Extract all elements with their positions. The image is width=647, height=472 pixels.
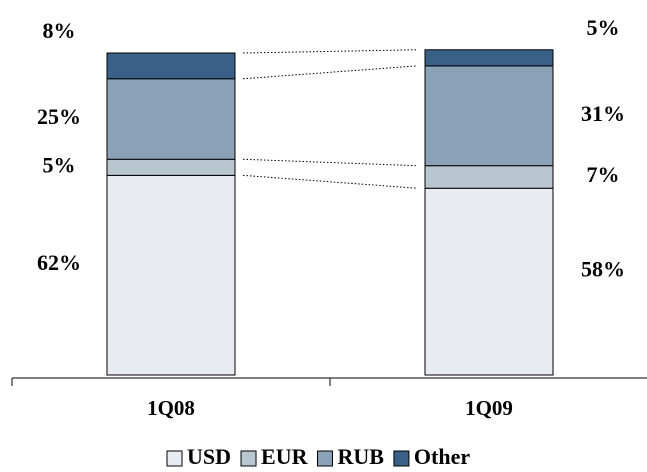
connector (242, 65, 418, 80)
bar-segment (424, 49, 554, 67)
legend-label: RUB (337, 444, 384, 469)
value-label: 8% (43, 18, 76, 43)
bar-segment (106, 78, 236, 160)
legend-swatch (316, 450, 333, 467)
legend-label: EUR (261, 444, 309, 469)
bar-segment (424, 187, 554, 376)
legend-label: USD (187, 444, 231, 469)
legend-swatch (240, 450, 257, 467)
value-label: 58% (581, 257, 625, 282)
legend-swatch (393, 450, 410, 467)
value-label: 31% (581, 101, 625, 126)
connector (242, 49, 418, 54)
bar-segment (106, 158, 236, 176)
value-label: 62% (37, 250, 81, 275)
value-label: 25% (37, 104, 81, 129)
connector (242, 174, 418, 189)
bar-segment (424, 65, 554, 167)
legend-label: Other (414, 444, 470, 469)
bar-segment (424, 165, 554, 189)
value-label: 5% (43, 152, 76, 177)
bar-segment (106, 52, 236, 80)
connector (242, 158, 418, 167)
bar-segment (106, 174, 236, 376)
value-label: 5% (587, 15, 620, 40)
x-tick-label: 1Q08 (147, 396, 195, 420)
x-tick-label: 1Q09 (465, 396, 513, 420)
legend-swatch (166, 450, 183, 467)
value-label: 7% (587, 162, 620, 187)
